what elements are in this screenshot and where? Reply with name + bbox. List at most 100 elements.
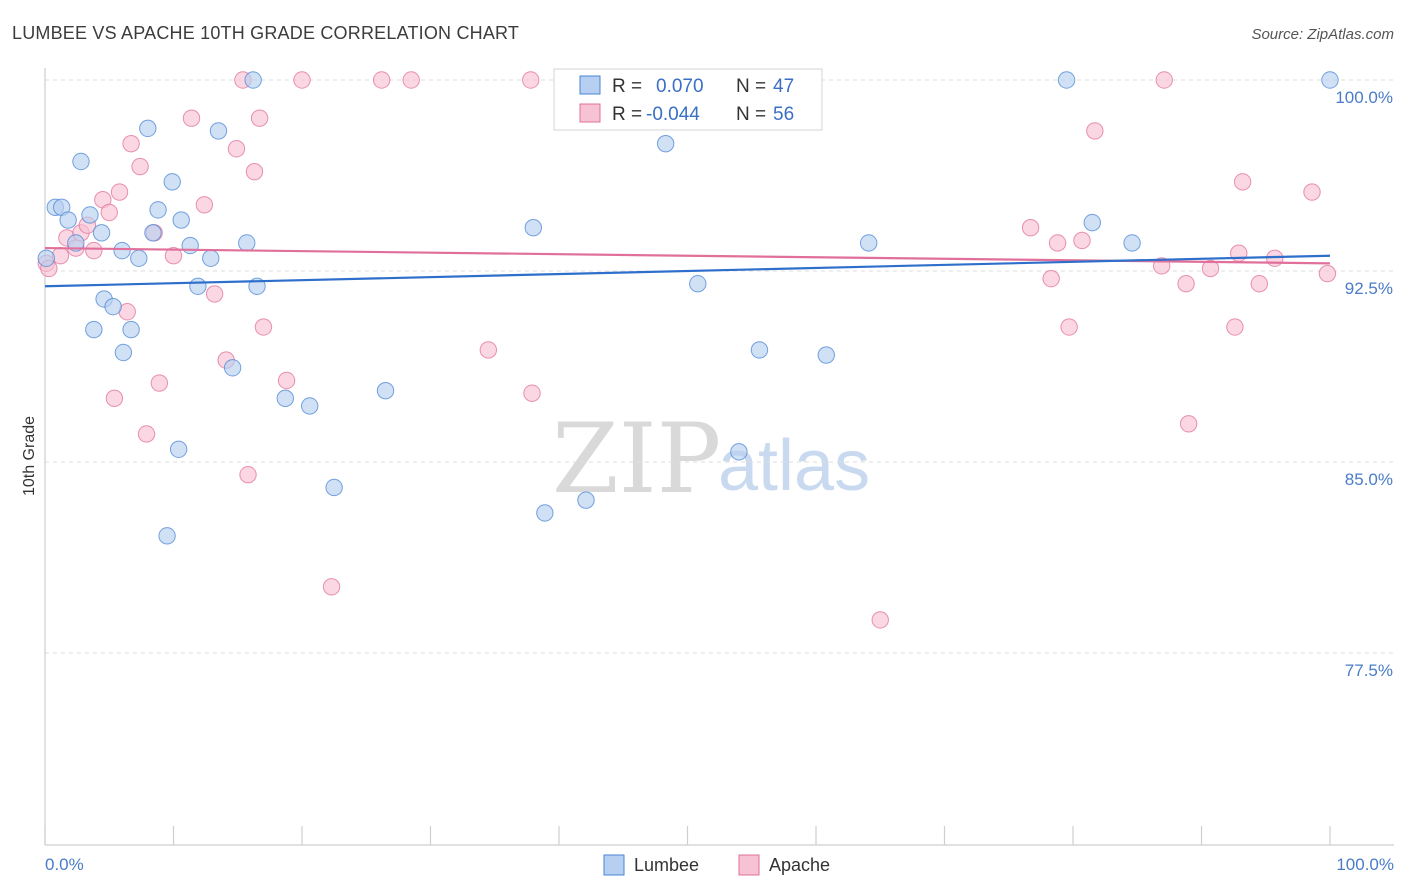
- lumbee-point: [817, 346, 835, 364]
- watermark-atlas: atlas: [718, 426, 870, 506]
- lumbee-point: [189, 277, 207, 295]
- lumbee-point: [92, 224, 111, 242]
- y-axis-label: 10th Grade: [21, 416, 38, 496]
- series-legend: Lumbee Apache: [603, 854, 830, 876]
- lumbee-point: [238, 234, 256, 252]
- lumbee-point: [144, 224, 162, 242]
- apache-point: [1042, 269, 1060, 288]
- apache-point: [1303, 183, 1321, 201]
- trend-lines: [44, 246, 1331, 288]
- chart-source: Source: ZipAtlas.com: [1251, 26, 1394, 43]
- x-axis-ticks: [44, 826, 1331, 845]
- lumbee-point: [163, 173, 181, 191]
- x-tick-label-min: 0.0%: [45, 855, 84, 874]
- apache-point: [51, 247, 70, 265]
- lumbee-point: [181, 236, 199, 255]
- lumbee-point: [104, 297, 122, 316]
- apache-point: [105, 389, 124, 408]
- apache-point: [1060, 318, 1078, 336]
- lumbee-r-value: 0.070: [656, 76, 704, 97]
- lumbee-r-label: R =: [612, 76, 642, 97]
- lumbee-point: [524, 219, 542, 237]
- lumbee-point: [223, 359, 242, 377]
- apache-point: [1179, 415, 1198, 433]
- apache-point: [122, 134, 140, 153]
- apache-point: [1318, 264, 1337, 283]
- y-tick-label: 85.0%: [1345, 470, 1393, 489]
- lumbee-point: [158, 527, 176, 545]
- lumbee-trend-line: [44, 254, 1331, 288]
- apache-swatch-icon: [579, 103, 601, 123]
- apache-point: [322, 578, 341, 596]
- apache-point: [522, 71, 540, 89]
- lumbee-point: [81, 206, 99, 224]
- lumbee-point: [750, 341, 769, 359]
- apache-point: [150, 374, 169, 392]
- apache-points: [37, 71, 1337, 629]
- apache-point: [110, 183, 129, 201]
- y-tick-label: 92.5%: [1345, 279, 1393, 298]
- y-tick-label: 77.5%: [1345, 661, 1393, 680]
- lumbee-point: [37, 249, 55, 267]
- apache-point: [1073, 231, 1091, 250]
- apache-point: [182, 109, 201, 127]
- lumbee-point: [1083, 213, 1101, 232]
- apache-point: [1177, 275, 1195, 293]
- lumbee-point: [376, 381, 395, 400]
- lumbee-point: [169, 440, 188, 458]
- apache-point: [137, 425, 156, 443]
- gridlines: [45, 79, 1394, 654]
- apache-point: [195, 196, 214, 214]
- axes: [44, 68, 1394, 846]
- y-tick-label: 100.0%: [1335, 88, 1393, 107]
- apache-point: [1233, 173, 1252, 191]
- apache-point: [1201, 259, 1220, 278]
- lumbee-point: [149, 201, 167, 219]
- apache-point: [164, 247, 183, 265]
- lumbee-point: [730, 443, 748, 461]
- lumbee-n-value: 47: [773, 76, 794, 97]
- apache-point: [1250, 275, 1269, 293]
- apache-point: [1155, 71, 1173, 89]
- lumbee-point: [656, 134, 675, 153]
- apache-point: [245, 162, 264, 181]
- x-tick-label-max: 100.0%: [1336, 855, 1394, 874]
- apache-point: [1048, 234, 1067, 252]
- apache-point: [1021, 219, 1040, 237]
- lumbee-point: [85, 320, 103, 339]
- apache-point: [1226, 318, 1244, 336]
- legend-apache-label: Apache: [769, 855, 830, 875]
- apache-point: [293, 71, 311, 89]
- apache-r-value: -0.044: [646, 104, 700, 125]
- apache-point: [131, 157, 149, 176]
- lumbee-points: [37, 71, 1339, 545]
- lumbee-point: [67, 234, 85, 252]
- lumbee-point: [59, 211, 77, 229]
- legend-lumbee-icon: [603, 854, 625, 876]
- lumbee-point: [209, 122, 228, 140]
- lumbee-point: [1123, 234, 1141, 252]
- apache-point: [479, 341, 498, 359]
- apache-point: [85, 241, 103, 260]
- stats-legend: R = 0.070 N = 47 R = -0.044 N = 56: [553, 68, 823, 131]
- lumbee-point: [859, 234, 878, 252]
- lumbee-point: [536, 504, 554, 522]
- chart-title: LUMBEE VS APACHE 10TH GRADE CORRELATION …: [12, 23, 519, 43]
- watermark-zip: ZIP: [552, 403, 721, 515]
- lumbee-point: [202, 249, 220, 267]
- apache-point: [402, 71, 420, 89]
- apache-n-value: 56: [773, 104, 794, 125]
- lumbee-point: [1057, 71, 1076, 89]
- lumbee-point: [122, 320, 140, 339]
- lumbee-swatch-icon: [579, 75, 601, 95]
- apache-point: [277, 371, 296, 390]
- lumbee-n-label: N =: [736, 76, 766, 97]
- apache-point: [871, 611, 889, 629]
- apache-point: [254, 318, 273, 336]
- legend-apache-icon: [738, 854, 760, 876]
- lumbee-point: [113, 241, 131, 260]
- lumbee-point: [577, 491, 595, 509]
- apache-point: [250, 109, 269, 127]
- lumbee-point: [301, 397, 319, 415]
